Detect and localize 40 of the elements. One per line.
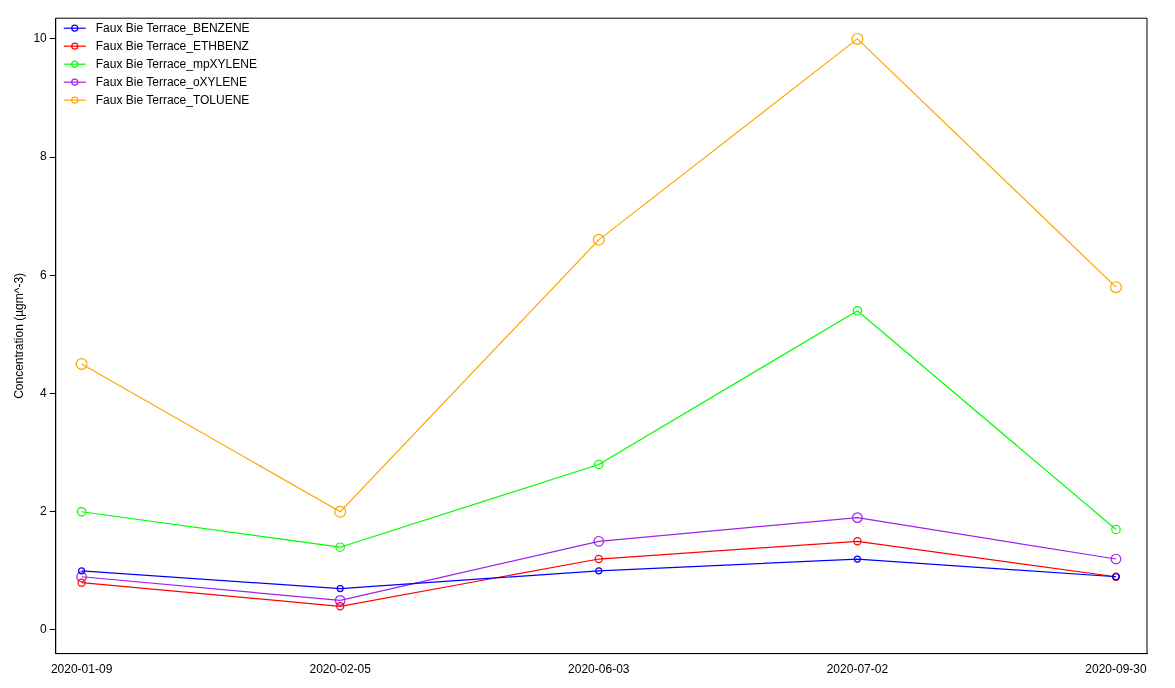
x-tick-label: 2020-06-03 <box>568 662 630 677</box>
y-axis-title: Concentration (µgm^-3) <box>11 272 26 399</box>
point <box>1111 524 1121 535</box>
point <box>78 567 86 575</box>
point <box>853 555 861 563</box>
point <box>593 459 604 470</box>
y-tick-label: 10 <box>33 31 48 46</box>
y-tick-label: 2 <box>40 504 48 519</box>
point <box>336 584 344 593</box>
point <box>594 554 603 564</box>
point <box>334 505 347 518</box>
legend-label: Faux Bie Terrace_oXYLENE <box>95 74 247 89</box>
point <box>1109 281 1122 294</box>
point <box>593 535 605 547</box>
point <box>853 537 862 546</box>
x-tick-label: 2020-01-09 <box>50 662 113 677</box>
point <box>592 233 605 246</box>
legend-label: Faux Bie Terrace_BENZENE <box>95 20 250 35</box>
legend-label: Faux Bie Terrace_mpXYLENE <box>95 56 257 71</box>
point <box>76 571 88 583</box>
y-tick-label: 6 <box>40 267 48 282</box>
point <box>334 595 346 606</box>
x-tick-label: 2020-07-02 <box>826 662 889 677</box>
point <box>595 567 603 575</box>
point <box>336 602 345 611</box>
point <box>1110 553 1122 565</box>
point <box>852 305 863 316</box>
x-tick-label: 2020-02-05 <box>309 662 372 677</box>
y-tick-label: 4 <box>40 385 48 400</box>
y-tick-label: 0 <box>40 622 48 637</box>
point <box>851 512 863 524</box>
point <box>335 542 345 553</box>
point <box>851 32 864 45</box>
x-tick-label: 2020-09-30 <box>1085 662 1147 677</box>
legend-label: Faux Bie Terrace_TOLUENE <box>95 92 250 107</box>
legend-label: Faux Bie Terrace_ETHBENZ <box>95 38 249 53</box>
point <box>76 506 87 517</box>
point <box>75 357 88 370</box>
point <box>77 578 86 587</box>
y-tick-label: 8 <box>40 149 48 164</box>
